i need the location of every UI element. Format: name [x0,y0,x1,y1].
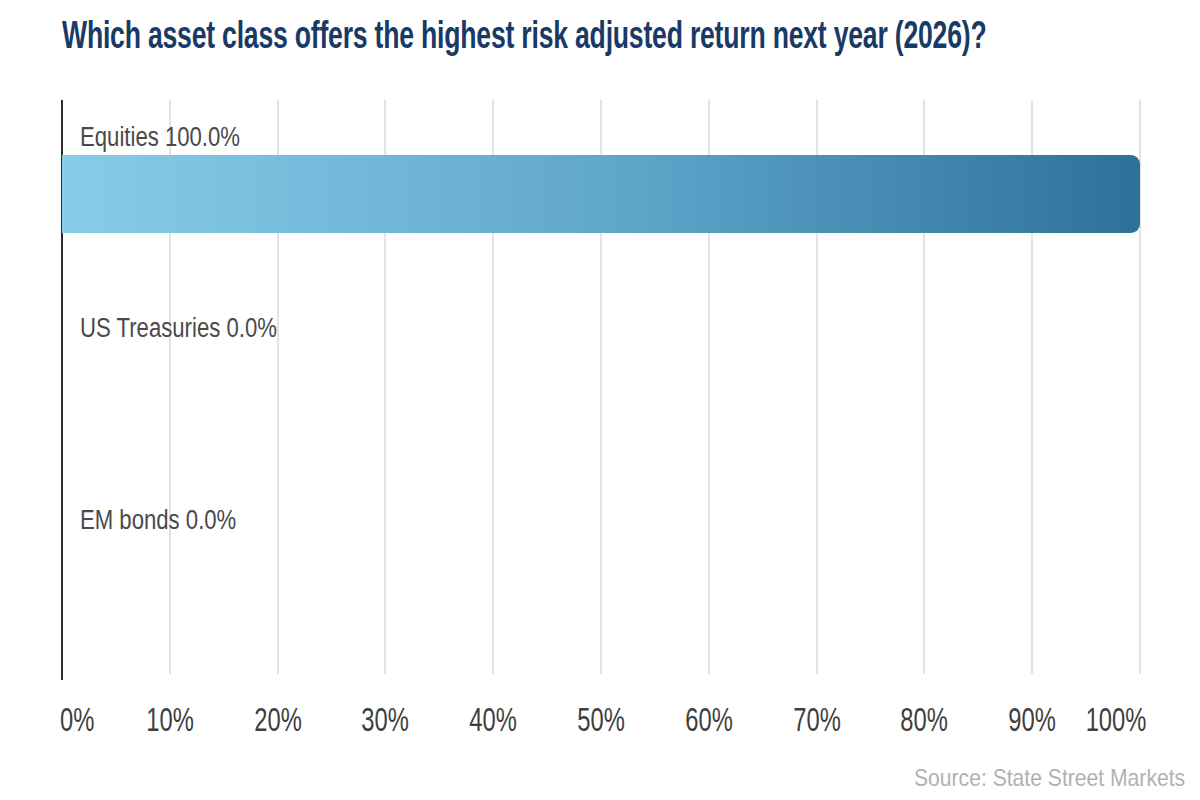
bar [62,155,1140,233]
source-credit: Source: State Street Markets [914,764,1185,792]
bar-row-equities: Equities 100.0% [62,100,1140,291]
x-tick-label: 100% [1006,701,1146,739]
chart-title: Which asset class offers the highest ris… [62,14,986,57]
plot-area: Equities 100.0% US Treasuries 0.0% EM bond… [62,100,1140,674]
bar-row-us-treasuries: US Treasuries 0.0% [62,291,1140,482]
poll-results-chart: Which asset class offers the highest ris… [0,0,1200,800]
x-axis: 0%10%20%30%40%50%60%70%80%90%100% [62,701,1140,743]
bar-label: Equities 100.0% [80,122,240,153]
bar-row-em-bonds: EM bonds 0.0% [62,483,1140,674]
bar-label: EM bonds 0.0% [80,505,236,536]
bar-label: US Treasuries 0.0% [80,313,277,344]
